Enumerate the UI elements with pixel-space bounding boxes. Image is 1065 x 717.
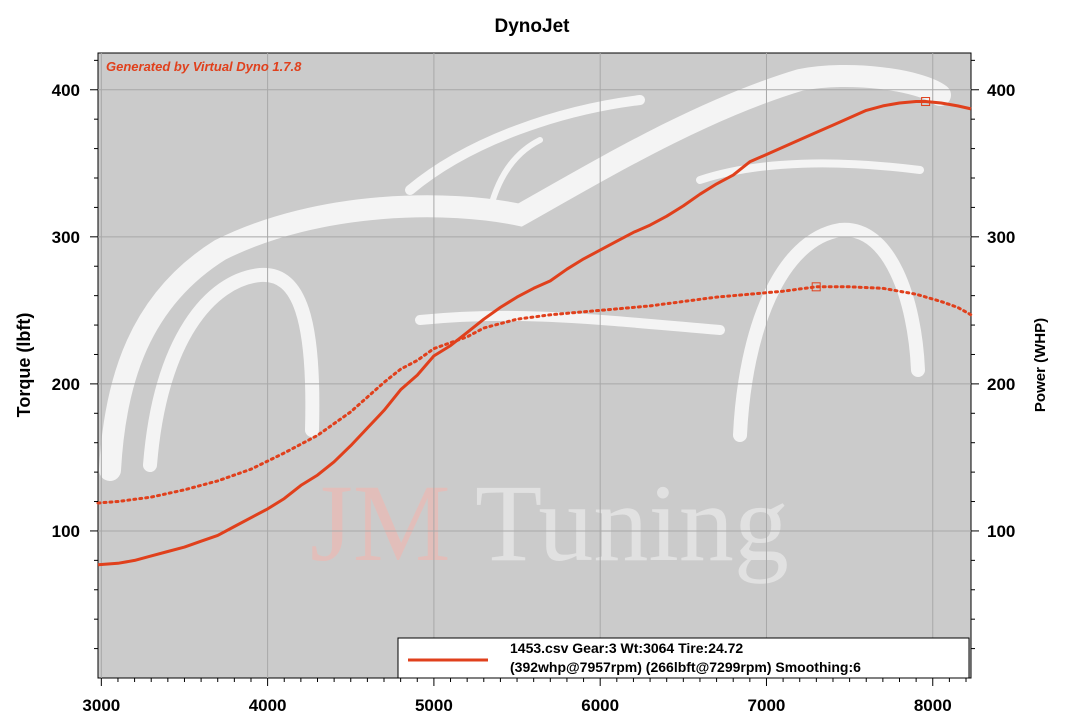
y-left-tick-label: 400 (52, 81, 80, 100)
x-tick-label: 3000 (82, 696, 120, 715)
y-right-tick-label: 200 (987, 375, 1015, 394)
legend: 1453.csv Gear:3 Wt:3064 Tire:24.72 (392w… (397, 637, 970, 679)
power-peak-marker (921, 97, 931, 107)
x-tick-label: 8000 (914, 696, 952, 715)
x-tick-label: 6000 (581, 696, 619, 715)
legend-line-1: 1453.csv Gear:3 Wt:3064 Tire:24.72 (510, 640, 743, 656)
watermark-tuning: Tuning (475, 462, 789, 584)
x-tick-label: 5000 (415, 696, 453, 715)
legend-box (397, 637, 970, 679)
y-axis-right-title: Power (WHP) (1032, 318, 1049, 412)
y-left-tick-label: 300 (52, 228, 80, 247)
y-right-tick-label: 100 (987, 522, 1015, 541)
y-axis-left-title: Torque (lbft) (14, 313, 34, 418)
torque-line (96, 285, 973, 505)
peak-markers (811, 97, 931, 292)
y-left-tick-label: 200 (52, 375, 80, 394)
generated-by-label: Generated by Virtual Dyno 1.7.8 (106, 59, 302, 74)
plot-background (97, 52, 972, 679)
series-lines (96, 100, 973, 567)
x-tick-label: 4000 (249, 696, 287, 715)
chart-title: DynoJet (495, 16, 571, 37)
legend-line-2: (392whp@7957rpm) (266lbft@7299rpm) Smoot… (510, 659, 861, 675)
y-right-tick-label: 400 (987, 81, 1015, 100)
power-line (97, 100, 972, 567)
y-right-tick-label: 300 (987, 228, 1015, 247)
y-left-tick-label: 100 (52, 522, 80, 541)
y-axis-right-ticks: 100 200 300 400 (971, 59, 1015, 650)
plot-area: JM Tuning Generated by Virtual Dyno 1.7.… (96, 52, 973, 679)
torque-peak-marker (811, 282, 821, 292)
y-axis-left-ticks: 100 200 300 400 (52, 59, 98, 650)
x-tick-label: 7000 (748, 696, 786, 715)
watermark-jm: JM (310, 462, 451, 584)
x-axis-ticks: 3000 4000 5000 6000 7000 8000 (82, 678, 967, 715)
grid (98, 53, 971, 678)
